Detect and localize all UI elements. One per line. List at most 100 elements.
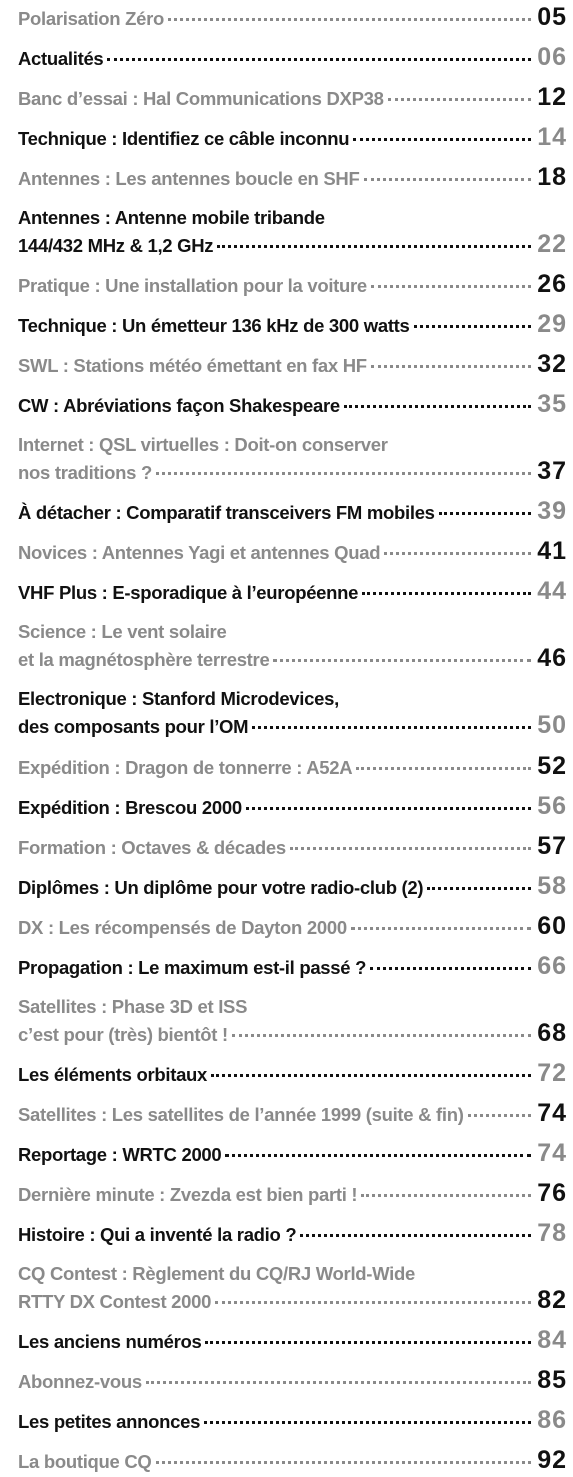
entry-row: Polarisation Zéro 05 (18, 4, 567, 32)
dot-leader (231, 1033, 532, 1037)
entry-row: RTTY DX Contest 2000 82 (18, 1286, 567, 1315)
toc-entry: Electronique : Stanford Microdevices, des… (18, 685, 567, 740)
entry-title: SWL : Stations météo émettant en fax HF (18, 355, 367, 377)
page-number: 44 (537, 577, 567, 606)
dot-leader (387, 98, 532, 102)
entry-title: Technique : Un émetteur 136 kHz de 300 w… (18, 315, 410, 337)
entry-row: Diplômes : Un diplôme pour votre radio-c… (18, 871, 567, 901)
entry-row: CW : Abréviations façon Shakespeare 35 (18, 391, 567, 419)
toc-entry: Actualités 06 (18, 44, 567, 72)
entry-title: La boutique CQ (18, 1451, 152, 1472)
entry-row: Propagation : Le maximum est-il passé ? 6… (18, 951, 567, 981)
toc-entry: CW : Abréviations façon Shakespeare 35 (18, 391, 567, 419)
dot-leader (225, 1153, 532, 1157)
toc-entry: Expédition : Brescou 2000 56 (18, 791, 567, 821)
page-number: 29 (537, 310, 567, 339)
toc-entry: CQ Contest : Règlement du CQ/RJ World-Wi… (18, 1260, 567, 1315)
dot-leader (413, 325, 532, 329)
entry-row: Banc d’essai : Hal Communications DXP38 1… (18, 84, 567, 112)
page-number: 57 (537, 831, 567, 860)
dot-leader (273, 659, 532, 663)
dot-leader (384, 552, 532, 556)
entry-title: Technique : Identifiez ce câble inconnu (18, 128, 350, 150)
entry-row: Satellites : Les satellites de l’année 1… (18, 1098, 567, 1128)
toc-entry: Technique : Un émetteur 136 kHz de 300 w… (18, 311, 567, 339)
page-number: 56 (537, 791, 567, 820)
page-number: 72 (537, 1058, 567, 1087)
entry-title: À détacher : Comparatif transceivers FM … (18, 502, 435, 524)
dot-leader (370, 285, 532, 289)
dot-leader (211, 1073, 532, 1077)
entry-title: Abonnez-vous (18, 1370, 142, 1392)
dot-leader (252, 726, 532, 730)
entry-row: c’est pour (très) bientôt ! 68 (18, 1018, 567, 1048)
entry-title: Propagation : Le maximum est-il passé ? (18, 956, 367, 978)
page-number: 14 (537, 123, 567, 152)
entry-title: Formation : Octaves & décades (18, 836, 286, 858)
dot-leader (370, 365, 532, 369)
entry-title: Banc d’essai : Hal Communications DXP38 (18, 88, 384, 110)
toc-entry: Les éléments orbitaux 72 (18, 1058, 567, 1088)
entry-row: Antennes : Les antennes boucle en SHF 18 (18, 164, 567, 192)
page-number: 60 (537, 911, 567, 940)
page-number: 50 (537, 711, 567, 740)
entry-title: Expédition : Dragon de tonnerre : A52A (18, 756, 353, 778)
toc-entry: DX : Les récompensés de Dayton 2000 60 (18, 911, 567, 941)
dot-leader (204, 1420, 532, 1424)
page-number: 76 (537, 1178, 567, 1207)
entry-row: Formation : Octaves & décades 57 (18, 831, 567, 861)
page-number: 39 (537, 497, 567, 526)
entry-title: Satellites : Phase 3D et ISS (18, 995, 248, 1017)
toc-entry: Reportage : WRTC 2000 74 (18, 1138, 567, 1168)
entry-row: Dernière minute : Zvezda est bien parti … (18, 1178, 567, 1208)
toc-entry: Antennes : Les antennes boucle en SHF 18 (18, 164, 567, 192)
entry-row: Les petites annonces 86 (18, 1405, 567, 1435)
entry-title: Pratique : Une installation pour la voit… (18, 275, 367, 297)
dot-leader (370, 966, 532, 970)
entry-title: c’est pour (très) bientôt ! (18, 1023, 228, 1045)
toc-entry: Formation : Octaves & décades 57 (18, 831, 567, 861)
toc-entry: Histoire : Qui a inventé la radio ? 78 (18, 1219, 567, 1248)
entry-title: Antennes : Antenne mobile tribande (18, 207, 325, 229)
toc-entry: Les anciens numéros 84 (18, 1326, 567, 1355)
page-number: 74 (537, 1098, 567, 1127)
entry-row: Novices : Antennes Yagi et antennes Quad… (18, 538, 567, 566)
toc-entry: Satellites : Phase 3D et ISS c’est pour (… (18, 993, 567, 1048)
page-number: 86 (537, 1405, 567, 1434)
toc-entry: À détacher : Comparatif transceivers FM … (18, 498, 567, 526)
toc-entry: Polarisation Zéro 05 (18, 4, 567, 32)
dot-leader (155, 472, 532, 476)
dot-leader (168, 18, 532, 21)
entry-row: nos traditions ? 37 (18, 458, 567, 486)
dot-leader (467, 1113, 532, 1117)
entry-title: DX : Les récompensés de Dayton 2000 (18, 916, 347, 938)
page-number: 74 (537, 1138, 567, 1167)
toc-entry: Technique : Identifiez ce câble inconnu 1… (18, 124, 567, 152)
entry-title: RTTY DX Contest 2000 (18, 1290, 212, 1312)
page-number: 68 (537, 1018, 567, 1047)
toc-entry: La boutique CQ 92 (18, 1447, 567, 1475)
page-number: 66 (537, 951, 567, 980)
entry-title: Les petites annonces (18, 1410, 201, 1432)
dot-leader (155, 1461, 532, 1464)
toc-entry: Satellites : Les satellites de l’année 1… (18, 1098, 567, 1128)
entry-row: Expédition : Brescou 2000 56 (18, 791, 567, 821)
entry-title: et la magnétosphère terrestre (18, 649, 270, 671)
page-number: 06 (537, 43, 567, 72)
entry-row: VHF Plus : E-sporadique à l’européenne 44 (18, 578, 567, 606)
toc-entry: Expédition : Dragon de tonnerre : A52A 52 (18, 752, 567, 781)
page-number: 35 (537, 390, 567, 419)
entry-row: Technique : Un émetteur 136 kHz de 300 w… (18, 311, 567, 339)
entry-title: CQ Contest : Règlement du CQ/RJ World-Wi… (18, 1262, 415, 1284)
page-number: 58 (537, 871, 567, 900)
entry-row: La boutique CQ 92 (18, 1447, 567, 1475)
entry-title: Internet : QSL virtuelles : Doit-on cons… (18, 434, 388, 456)
entry-title: Actualités (18, 48, 104, 70)
entry-row: Les éléments orbitaux 72 (18, 1058, 567, 1088)
page-number: 12 (537, 83, 567, 112)
toc-entry: Antennes : Antenne mobile tribande 144/43… (18, 204, 567, 259)
dot-leader (350, 926, 532, 930)
dot-leader (362, 592, 532, 596)
entry-title: Reportage : WRTC 2000 (18, 1143, 222, 1165)
dot-leader (107, 58, 532, 62)
